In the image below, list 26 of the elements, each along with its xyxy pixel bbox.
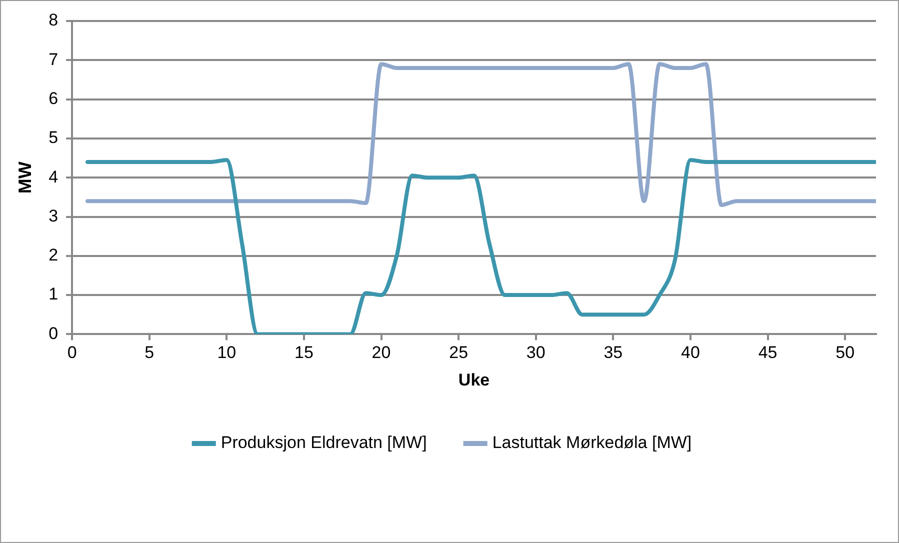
x-tick-label: 45 — [758, 343, 778, 362]
x-tick-label: 15 — [294, 343, 314, 362]
x-tick-label: 20 — [372, 343, 391, 362]
y-tick-label: 4 — [48, 167, 58, 186]
x-tick-label: 10 — [217, 343, 236, 362]
y-tick-label: 0 — [48, 324, 58, 343]
x-tick-label: 5 — [144, 343, 154, 362]
x-tick-label: 0 — [67, 343, 77, 362]
x-tick-label: 25 — [449, 343, 468, 362]
x-tick-label: 50 — [836, 343, 855, 362]
legend-label: Produksjon Eldrevatn [MW] — [220, 433, 427, 452]
y-tick-label: 5 — [48, 128, 58, 148]
x-tick-label: 30 — [526, 343, 546, 362]
y-tick-label: 2 — [48, 246, 58, 265]
y-tick-label: 8 — [48, 10, 58, 30]
y-tick-label: 6 — [48, 88, 58, 108]
line-series — [86, 62, 876, 208]
y-tick-label: 3 — [48, 206, 58, 226]
x-tick-label: 40 — [681, 343, 700, 362]
x-tick-label: 35 — [604, 343, 623, 362]
y-tick-label: 7 — [48, 50, 58, 69]
legend-label: Lastuttak Mørkedøla [MW] — [492, 433, 692, 452]
x-axis-title: Uke — [458, 370, 490, 390]
y-axis-title: MW — [14, 162, 35, 194]
line-series — [86, 158, 876, 334]
y-tick-label: 1 — [48, 284, 58, 304]
